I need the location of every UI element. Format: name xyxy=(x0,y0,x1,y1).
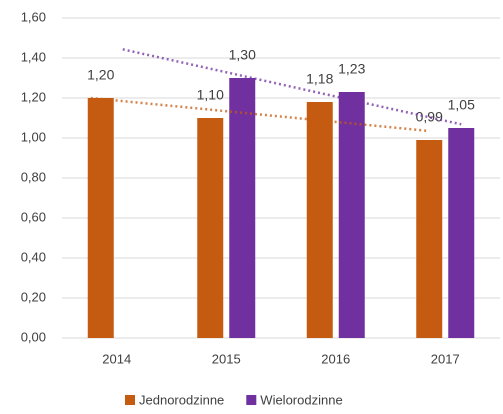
y-tick-label: 1,20 xyxy=(21,89,46,104)
x-tick-label: 2015 xyxy=(212,351,241,366)
y-tick-label: 0,80 xyxy=(21,169,46,184)
value-label: 0,99 xyxy=(416,109,443,125)
bar xyxy=(306,102,333,338)
bar xyxy=(197,118,224,338)
y-tick-label: 0,20 xyxy=(21,289,46,304)
value-label: 1,23 xyxy=(338,61,365,77)
value-label: 1,20 xyxy=(87,67,114,83)
x-tick-label: 2017 xyxy=(431,351,460,366)
legend-label: Wielorodzinne xyxy=(260,392,342,407)
y-tick-label: 1,00 xyxy=(21,129,46,144)
legend-label: Jednorodzinne xyxy=(139,392,224,407)
bar xyxy=(338,92,365,338)
trendline xyxy=(122,48,462,126)
x-tick-label: 2016 xyxy=(321,351,350,366)
legend-swatch xyxy=(125,395,135,405)
bar xyxy=(229,78,256,338)
x-tick-label: 2014 xyxy=(102,351,131,366)
y-tick-label: 0,00 xyxy=(21,329,46,344)
bar xyxy=(87,98,114,338)
legend-swatch xyxy=(246,395,257,405)
y-tick-label: 0,60 xyxy=(21,209,46,224)
value-label: 1,30 xyxy=(229,47,256,63)
value-label: 1,18 xyxy=(306,71,333,87)
value-label: 1,10 xyxy=(197,87,224,103)
y-tick-label: 0,40 xyxy=(21,249,46,264)
value-label: 1,05 xyxy=(448,97,475,113)
bar xyxy=(448,128,475,338)
bar xyxy=(416,140,443,338)
y-tick-label: 1,40 xyxy=(21,49,46,64)
y-tick-label: 1,60 xyxy=(21,9,46,24)
trendline xyxy=(90,96,430,133)
